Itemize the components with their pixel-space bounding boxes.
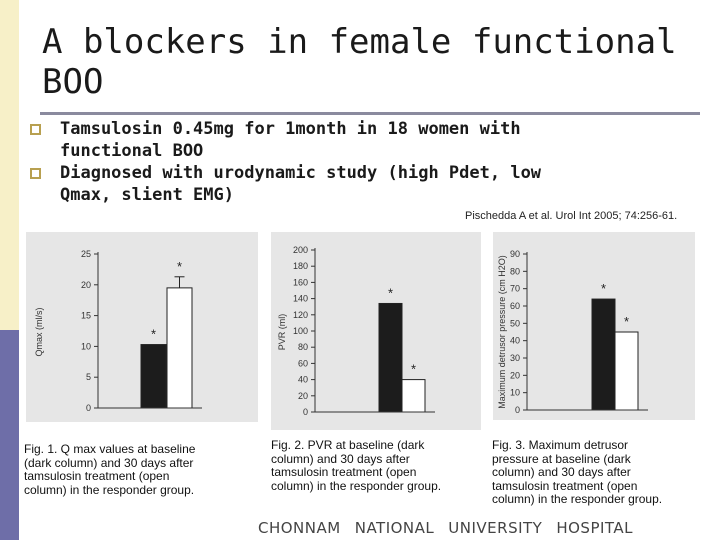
y-tick-label: 60	[510, 301, 520, 311]
caption-fig2: Fig. 2. PVR at baseline (dark column) an…	[271, 438, 496, 493]
slide-title-line-1: A blockers in female functional	[42, 22, 677, 62]
caption-fig3-line: tamsulosin treatment (open	[492, 478, 638, 493]
caption-fig2-line: column) and 30 days after	[271, 451, 410, 466]
significance-star: *	[601, 281, 606, 296]
significance-star: *	[388, 285, 393, 300]
title-divider	[40, 112, 700, 115]
significance-star: *	[624, 314, 629, 329]
y-tick-label: 0	[86, 403, 91, 413]
y-axis-label: Qmax (ml/s)	[34, 308, 44, 357]
bullet-item-1-line-1: Tamsulosin 0.45mg for 1month in 18 women…	[60, 119, 521, 139]
bar-baseline	[378, 302, 403, 413]
footer-institution: CHONNAM NATIONAL UNIVERSITY HOSPITAL	[258, 519, 647, 537]
significance-star: *	[151, 327, 156, 342]
y-tick-label: 70	[510, 284, 520, 294]
footer-word: CHONNAM	[258, 519, 341, 537]
caption-fig2-line: column) in the responder group.	[271, 478, 442, 493]
y-tick-label: 25	[81, 249, 91, 259]
citation: Pischedda A et al. Urol Int 2005; 74:256…	[465, 210, 678, 222]
bullet-square-icon	[30, 124, 41, 135]
bar-30-days	[614, 331, 639, 411]
y-tick-label: 40	[298, 375, 308, 385]
footer-word: HOSPITAL	[556, 519, 634, 537]
bar-baseline	[140, 344, 167, 409]
y-tick-label: 50	[510, 318, 520, 328]
bullet-item-2-line-1: Diagnosed with urodynamic study (high Pd…	[60, 163, 542, 183]
bullet-square-icon	[30, 168, 41, 179]
caption-fig1-line: tamsulosin treatment (open	[24, 469, 170, 483]
chart-detrusor-pressure: 0 10 20 30 40 50 60 70 80 90 Maximum detrusor pres…	[493, 232, 695, 420]
y-tick-label: 40	[510, 336, 520, 346]
y-tick-label: 180	[293, 261, 308, 271]
y-tick-label: 60	[298, 358, 308, 368]
bullet-list: Tamsulosin 0.45mg for 1month in 18 women…	[30, 118, 670, 206]
y-tick-label: 30	[510, 353, 520, 363]
chart-pvr-svg: 0 20 40 60 80 100 120 140 160 180 200 PVR (ml) * *	[277, 245, 435, 417]
y-tick-label: 5	[86, 372, 91, 382]
chart-qmax-svg: 0 5 10 15 20 25 Qmax (ml/s) * *	[34, 249, 202, 413]
caption-fig2-line: Fig. 2. PVR at baseline (dark	[271, 438, 425, 452]
caption-fig3: Fig. 3. Maximum detrusor pressure at bas…	[492, 438, 714, 507]
footer-word: NATIONAL	[354, 519, 435, 537]
y-tick-label: 90	[510, 249, 520, 259]
caption-fig1: Fig. 1. Q max values at baseline (dark c…	[24, 442, 256, 497]
caption-fig3-line: Fig. 3. Maximum detrusor	[492, 438, 629, 452]
decorative-left-bar-accent	[0, 330, 19, 540]
y-tick-label: 20	[81, 280, 91, 290]
y-tick-label: 80	[510, 266, 520, 276]
bar-30-days	[166, 287, 193, 409]
bullet-item-1: Tamsulosin 0.45mg for 1month in 18 women…	[30, 118, 670, 162]
y-axis-label: PVR (ml)	[277, 314, 287, 351]
y-tick-label: 0	[515, 405, 520, 415]
y-tick-label: 20	[298, 391, 308, 401]
y-tick-label: 10	[510, 388, 520, 398]
footer-word: UNIVERSITY	[448, 519, 543, 537]
caption-fig3-line: column) in the responder group.	[492, 492, 663, 506]
y-tick-label: 100	[293, 326, 308, 336]
y-tick-label: 20	[510, 370, 520, 380]
chart-pvr: 0 20 40 60 80 100 120 140 160 180 200 PVR (ml) * *	[271, 232, 481, 430]
bullet-item-2: Diagnosed with urodynamic study (high Pd…	[30, 162, 670, 206]
y-tick-label: 120	[293, 310, 308, 320]
caption-fig1-line: Fig. 1. Q max values at baseline	[24, 442, 196, 456]
caption-fig1-line: (dark column) and 30 days after	[24, 455, 194, 470]
bar-baseline	[591, 298, 616, 411]
y-tick-label: 200	[293, 245, 308, 255]
bullet-item-2-line-2: Qmax, slient EMG)	[60, 185, 234, 205]
bar-30-days	[401, 379, 426, 413]
y-tick-label: 140	[293, 294, 308, 304]
caption-fig1-line: column) in the responder group.	[24, 482, 195, 497]
slide-title-line-2: BOO	[42, 62, 104, 102]
significance-star: *	[177, 259, 182, 274]
significance-star: *	[411, 362, 416, 377]
caption-fig3-line: column) and 30 days after	[492, 465, 631, 479]
caption-fig3-line: pressure at baseline (dark	[492, 451, 631, 466]
chart-qmax: 0 5 10 15 20 25 Qmax (ml/s) * *	[26, 232, 258, 422]
y-tick-label: 10	[81, 341, 91, 351]
y-tick-label: 80	[298, 342, 308, 352]
y-axis-label: Maximum detrusor pressure (cm H2O)	[497, 255, 507, 409]
caption-fig2-line: tamsulosin treatment (open	[271, 465, 417, 479]
y-tick-label: 160	[293, 277, 308, 287]
slide-title: A blockers in female functional BOO	[42, 22, 702, 102]
y-tick-label: 0	[303, 407, 308, 417]
y-tick-label: 15	[81, 311, 91, 321]
bullet-item-1-line-2: functional BOO	[60, 141, 204, 161]
